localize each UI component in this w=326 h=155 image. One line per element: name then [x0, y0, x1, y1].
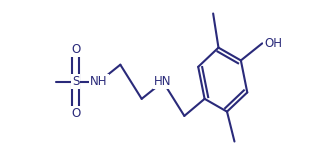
Text: NH: NH — [90, 75, 108, 88]
Text: O: O — [71, 107, 80, 120]
Text: HN: HN — [154, 75, 172, 88]
Text: O: O — [71, 43, 80, 56]
Text: OH: OH — [264, 37, 282, 50]
Text: S: S — [72, 75, 79, 88]
